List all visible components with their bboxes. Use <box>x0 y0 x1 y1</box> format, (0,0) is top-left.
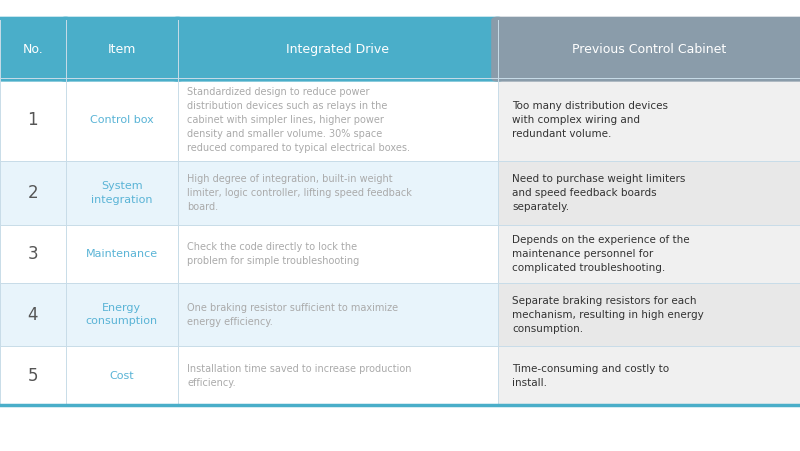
Text: Maintenance: Maintenance <box>86 249 158 259</box>
Text: Too many distribution devices
with complex wiring and
redundant volume.: Too many distribution devices with compl… <box>512 101 668 139</box>
FancyBboxPatch shape <box>0 17 72 82</box>
Text: Time-consuming and costly to
install.: Time-consuming and costly to install. <box>512 364 669 388</box>
Text: 2: 2 <box>27 184 38 202</box>
Text: High degree of integration, built-in weight
limiter, logic controller, lifting s: High degree of integration, built-in wei… <box>187 174 412 212</box>
Text: 3: 3 <box>27 245 38 263</box>
Text: Installation time saved to increase production
efficiency.: Installation time saved to increase prod… <box>187 364 412 388</box>
Bar <box>498 225 800 283</box>
Bar <box>0 161 498 225</box>
Bar <box>498 283 800 346</box>
FancyBboxPatch shape <box>59 17 184 82</box>
Text: 4: 4 <box>27 306 38 324</box>
Text: Integrated Drive: Integrated Drive <box>286 43 389 55</box>
FancyBboxPatch shape <box>171 17 504 82</box>
Text: Item: Item <box>107 43 136 55</box>
Text: Depends on the experience of the
maintenance personnel for
complicated troublesh: Depends on the experience of the mainten… <box>512 235 690 273</box>
Text: Need to purchase weight limiters
and speed feedback boards
separately.: Need to purchase weight limiters and spe… <box>512 174 686 212</box>
Bar <box>498 161 800 225</box>
Text: 1: 1 <box>27 111 38 129</box>
Text: Previous Control Cabinet: Previous Control Cabinet <box>572 43 726 55</box>
Bar <box>0 225 498 283</box>
Text: Control box: Control box <box>90 115 154 125</box>
Bar <box>0 283 498 346</box>
Text: 5: 5 <box>27 367 38 385</box>
Bar <box>0 346 498 405</box>
Bar <box>498 346 800 405</box>
Text: No.: No. <box>22 43 43 55</box>
Text: Check the code directly to lock the
problem for simple troubleshooting: Check the code directly to lock the prob… <box>187 242 359 266</box>
Bar <box>0 78 498 161</box>
Text: Separate braking resistors for each
mechanism, resulting in high energy
consumpt: Separate braking resistors for each mech… <box>512 296 704 334</box>
Text: Cost: Cost <box>110 371 134 381</box>
Text: System
integration: System integration <box>91 181 152 205</box>
Bar <box>498 78 800 161</box>
Text: Energy
consumption: Energy consumption <box>86 303 158 327</box>
FancyBboxPatch shape <box>491 17 800 82</box>
Text: One braking resistor sufficient to maximize
energy efficiency.: One braking resistor sufficient to maxim… <box>187 303 398 327</box>
Text: Standardized design to reduce power
distribution devices such as relays in the
c: Standardized design to reduce power dist… <box>187 87 410 153</box>
